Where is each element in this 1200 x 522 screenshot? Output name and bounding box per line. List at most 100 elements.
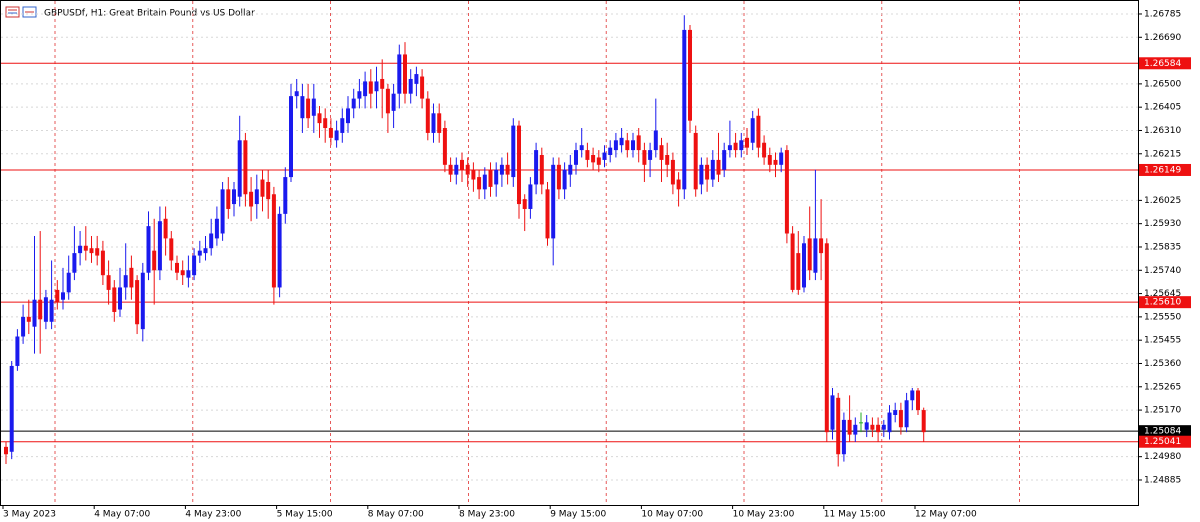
y-tick-label: 1.25265 <box>1144 382 1181 392</box>
candle-body <box>642 150 647 165</box>
y-tick-label: 1.25360 <box>1144 359 1181 369</box>
candle-body <box>100 250 105 276</box>
candle-body <box>106 275 111 290</box>
candle-body <box>169 238 174 261</box>
y-tick-label: 1.25645 <box>1144 289 1181 299</box>
candle-body <box>693 132 698 190</box>
candle-body <box>619 137 624 146</box>
candle-body <box>847 419 852 435</box>
candle-body <box>625 140 630 151</box>
candle-body <box>722 150 727 170</box>
candle-body <box>653 130 658 151</box>
price-level-label: 1.25610 <box>1144 298 1181 308</box>
candle-body <box>49 299 54 322</box>
candle-body <box>180 270 185 276</box>
x-tick-label: 4 May 07:00 <box>94 510 150 520</box>
candle-body <box>192 255 197 276</box>
candle-body <box>904 400 909 428</box>
candle-body <box>921 410 926 433</box>
candle-body <box>841 419 846 455</box>
candle-body <box>163 218 168 239</box>
y-tick-label: 1.24980 <box>1144 452 1181 462</box>
candle-body <box>414 74 419 84</box>
candle-body <box>232 189 236 205</box>
candle-body <box>556 164 561 190</box>
candle-body <box>334 130 339 141</box>
candle-body <box>517 125 521 205</box>
candle-body <box>123 275 128 288</box>
candle-body <box>591 155 596 163</box>
candle-body <box>214 218 219 239</box>
candle-body <box>870 424 875 430</box>
icon-frame <box>5 6 20 18</box>
candle-body <box>465 164 470 175</box>
candle-body <box>859 422 863 424</box>
candle-body <box>249 191 254 207</box>
y-tick-label: 1.24885 <box>1144 475 1181 485</box>
candle-body <box>289 96 293 178</box>
candle-body <box>21 316 26 337</box>
candle-body <box>420 76 425 99</box>
y-tick-label: 1.26310 <box>1144 126 1181 136</box>
candle-body <box>522 199 527 209</box>
candle-body <box>824 243 829 433</box>
candle-body <box>796 253 801 290</box>
candle-body <box>893 410 898 415</box>
y-tick-label: 1.25455 <box>1144 336 1181 346</box>
x-tick-label: 3 May 2023 <box>3 510 56 520</box>
candle-body <box>243 140 248 195</box>
y-tick-label: 1.25740 <box>1144 266 1181 276</box>
candle-body <box>836 397 841 455</box>
candle-body <box>568 164 573 175</box>
candle-body <box>710 159 715 180</box>
candle-body <box>762 142 767 158</box>
candle-body <box>750 118 755 143</box>
candle-body <box>460 159 464 170</box>
candle-body <box>351 98 356 109</box>
candle-body <box>89 248 94 254</box>
candle-body <box>613 140 618 151</box>
candle-body <box>807 238 812 271</box>
price-level-tag <box>1139 435 1191 448</box>
candle-body <box>670 159 675 185</box>
candle-body <box>328 128 333 138</box>
candle-body <box>631 140 635 151</box>
candle-body <box>95 248 100 256</box>
candle-body <box>152 250 157 271</box>
candle-body <box>688 29 692 121</box>
x-tick-label: 5 May 15:00 <box>277 510 333 520</box>
candle-body <box>454 164 459 175</box>
candle-body <box>477 177 482 190</box>
candle-body <box>43 297 48 322</box>
candle-body <box>819 238 824 254</box>
candle-body <box>665 155 670 165</box>
candle-body <box>220 189 225 234</box>
candle-body <box>346 108 350 124</box>
candle-body <box>226 189 231 209</box>
candle-body <box>186 270 191 278</box>
candle-body <box>140 272 145 330</box>
candle-body <box>636 135 641 151</box>
candle-body <box>784 150 789 234</box>
candle-body <box>790 233 795 290</box>
candle-body <box>511 125 516 178</box>
candle-body <box>266 181 271 200</box>
y-tick-label: 1.26405 <box>1144 103 1181 113</box>
price-level-tag <box>1139 57 1191 70</box>
price-level-tag <box>1139 163 1191 176</box>
candle-body <box>9 365 14 452</box>
candle-body <box>528 184 533 209</box>
y-tick-label: 1.25550 <box>1144 312 1181 322</box>
x-tick-label: 12 May 07:00 <box>915 510 977 520</box>
candle-body <box>608 147 613 156</box>
candle-body <box>596 157 601 165</box>
x-tick-label: 10 May 07:00 <box>641 510 703 520</box>
candle-body <box>562 169 567 190</box>
candle-body <box>311 98 316 116</box>
y-tick-label: 1.25835 <box>1144 242 1181 252</box>
candle-body <box>197 250 202 256</box>
candle-body <box>4 446 8 455</box>
candle-body <box>374 81 379 92</box>
candle-body <box>745 137 749 148</box>
candle-body <box>408 78 413 94</box>
